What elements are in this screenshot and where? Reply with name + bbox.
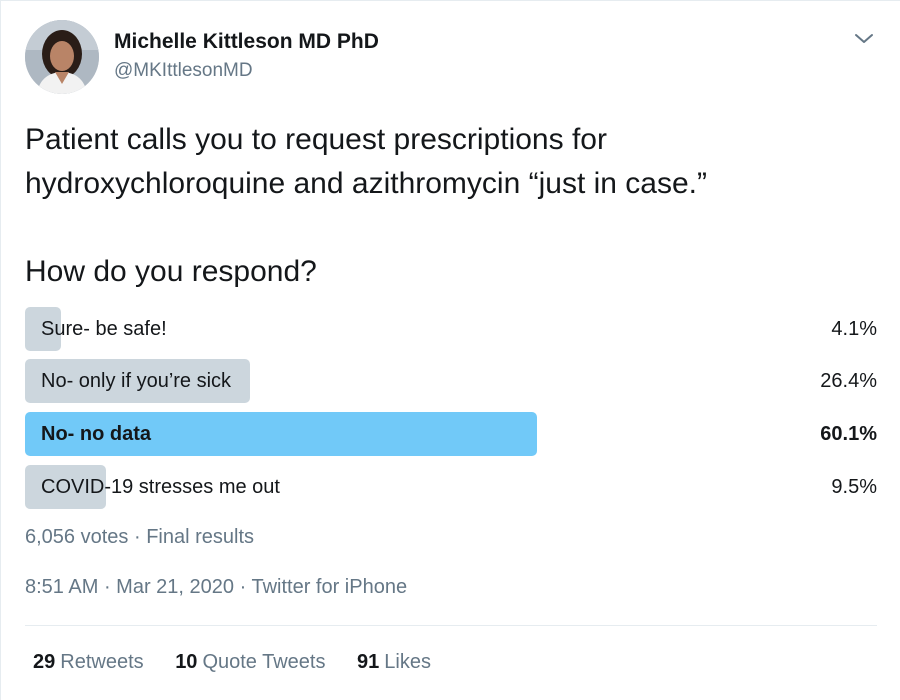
timestamp-separator: · xyxy=(234,576,252,598)
tweet-source-link[interactable]: Twitter for iPhone xyxy=(251,576,408,598)
likes-count: 91 xyxy=(357,651,380,673)
poll-option-label: No- no data xyxy=(41,423,151,445)
poll-option[interactable]: No- no data 60.1% xyxy=(25,412,877,456)
tweet-question: How do you respond? xyxy=(25,255,317,288)
tweet-date: Mar 21, 2020 xyxy=(116,576,235,598)
tweet-timestamp: 8:51 AM · Mar 21, 2020 · Twitter for iPh… xyxy=(25,576,407,599)
poll-status: Final results xyxy=(146,526,255,548)
poll-option[interactable]: COVID-19 stresses me out 9.5% xyxy=(25,465,877,509)
poll-bar xyxy=(25,307,61,351)
engagement-stats: 29 Retweets 10 Quote Tweets 91 Likes xyxy=(33,651,457,674)
avatar-image xyxy=(25,20,99,94)
retweets-count: 29 xyxy=(33,651,56,673)
quote-tweets-count: 10 xyxy=(175,651,198,673)
timestamp-separator: · xyxy=(98,576,117,598)
poll-bar xyxy=(25,465,106,509)
poll-option-label: No- only if you’re sick xyxy=(41,370,232,392)
tweet-text-line: hydroxychloroquine and azithromycin “jus… xyxy=(25,167,707,200)
poll-option[interactable]: No- only if you’re sick 26.4% xyxy=(25,359,877,403)
poll-summary-separator: · xyxy=(128,526,147,548)
poll-option-label: Sure- be safe! xyxy=(41,318,167,340)
retweets-stat[interactable]: 29 Retweets xyxy=(33,651,144,674)
avatar[interactable] xyxy=(25,20,99,94)
quote-tweets-label: Quote Tweets xyxy=(202,651,326,673)
tweet-time-link[interactable]: 8:51 AM · Mar 21, 2020 xyxy=(25,576,234,598)
likes-stat[interactable]: 91 Likes xyxy=(357,651,431,674)
tweet-text-line: Patient calls you to request prescriptio… xyxy=(25,123,607,156)
poll-summary: 6,056 votes · Final results xyxy=(25,526,254,549)
poll-option-percent: 60.1% xyxy=(820,423,877,445)
chevron-down-icon[interactable] xyxy=(852,30,876,48)
author-handle[interactable]: @MKIttlesonMD xyxy=(114,60,253,81)
poll-option-label: COVID-19 stresses me out xyxy=(41,476,280,498)
poll-bar xyxy=(25,412,537,456)
poll-option-percent: 4.1% xyxy=(831,318,877,340)
tweet-time: 8:51 AM xyxy=(25,576,99,598)
author-name[interactable]: Michelle Kittleson MD PhD xyxy=(114,30,379,53)
poll-option-percent: 26.4% xyxy=(820,370,877,392)
quote-tweets-stat[interactable]: 10 Quote Tweets xyxy=(175,651,325,674)
retweets-label: Retweets xyxy=(60,651,144,673)
poll-bar xyxy=(25,359,250,403)
poll-option[interactable]: Sure- be safe! 4.1% xyxy=(25,307,877,351)
poll-votes: 6,056 votes xyxy=(25,526,129,548)
poll-option-percent: 9.5% xyxy=(831,476,877,498)
divider xyxy=(25,625,877,626)
tweet-text: Patient calls you to request prescriptio… xyxy=(25,118,877,294)
likes-label: Likes xyxy=(384,651,431,673)
